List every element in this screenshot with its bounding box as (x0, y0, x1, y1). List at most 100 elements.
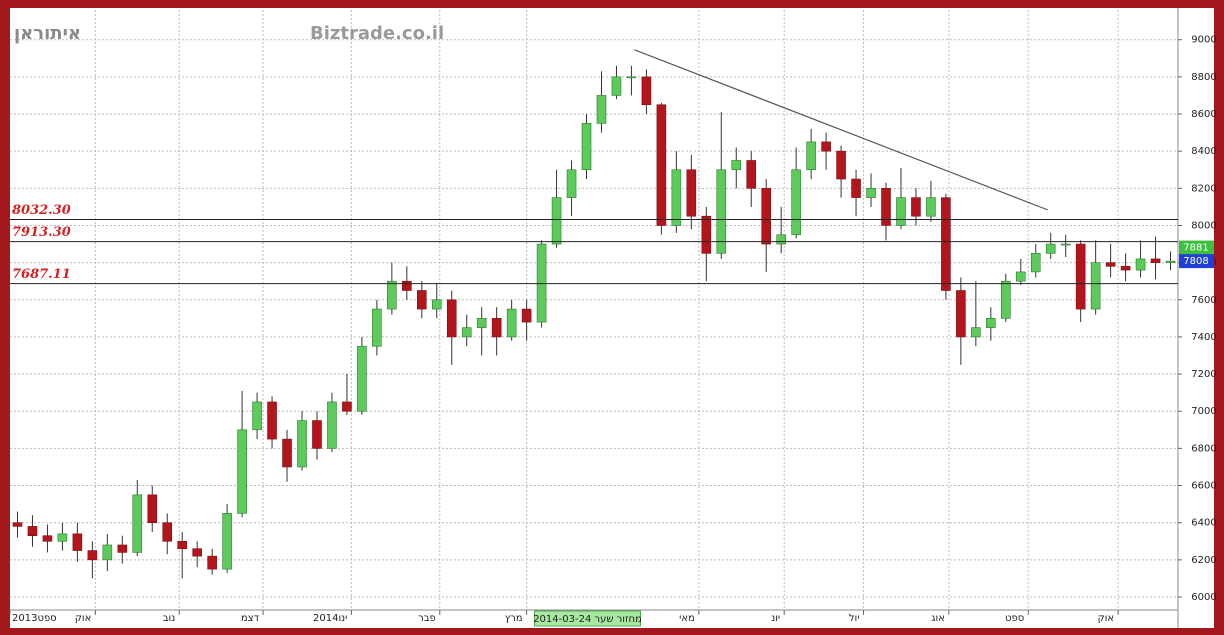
y-tick-label: 9000 (1191, 35, 1216, 46)
candle-body (641, 76, 652, 106)
y-tick-label: 6600 (1191, 481, 1216, 492)
candle-body (57, 533, 68, 542)
candle-body (1045, 243, 1056, 254)
candle-body (701, 215, 712, 254)
candle-body (446, 299, 457, 338)
candle-body (1075, 243, 1086, 310)
candle-body (836, 150, 846, 180)
candle-body (791, 169, 801, 236)
candle-body (881, 188, 891, 226)
candle-body (72, 533, 83, 551)
level-label: 7913.30 (12, 225, 71, 240)
x-tick-label: מרץ (505, 613, 523, 624)
x-tick-label: מאי (679, 613, 695, 624)
x-tick-label: יול (849, 613, 860, 624)
candle-body (117, 544, 128, 553)
y-tick-label: 6000 (1191, 592, 1216, 603)
x-tick-label: אוק (75, 613, 92, 624)
candle-body (237, 429, 247, 514)
price-marker (1179, 254, 1214, 269)
y-tick-label: 6400 (1191, 518, 1216, 529)
chart-background (10, 8, 1214, 628)
candle-body (1090, 262, 1101, 310)
candle-body (806, 141, 816, 171)
candle-body (521, 308, 532, 323)
candle-body (252, 401, 262, 431)
candle-body (102, 544, 113, 561)
candle-body (461, 327, 472, 338)
candle-body (357, 345, 367, 412)
cursor-label: 2014-03-24 מחזור שער (533, 614, 642, 625)
candle-body (506, 308, 517, 338)
candle-body (312, 420, 322, 449)
candle-body (746, 160, 757, 189)
y-tick-label: 6200 (1191, 555, 1216, 566)
y-tick-label: 7600 (1191, 295, 1216, 306)
x-tick-label: 2014ינו (313, 613, 347, 624)
candle-body (551, 197, 562, 245)
candle-body (956, 290, 966, 338)
candle-body (611, 76, 622, 96)
price-marker-label: 7808 (1183, 256, 1208, 267)
candle-body (207, 555, 217, 570)
candle-body (491, 318, 502, 338)
candle-body (1030, 253, 1041, 273)
x-tick-label: נוב (163, 613, 176, 624)
candle-body (851, 178, 861, 198)
candle-body (1001, 280, 1011, 319)
candle-body (132, 494, 143, 553)
candle-body (1060, 243, 1071, 246)
candle-body (716, 169, 727, 254)
watermark: Biztrade.co.il (310, 23, 444, 44)
candle-body (596, 95, 607, 124)
candle-body (566, 169, 577, 198)
y-tick-label: 8800 (1191, 72, 1216, 83)
trend-line (634, 49, 1048, 211)
candle-body (267, 401, 277, 440)
candle-body (162, 522, 173, 542)
candle-body (776, 234, 786, 245)
x-tick-label: דצמ (241, 613, 260, 624)
candle-body (971, 327, 981, 338)
x-tick-label: ספט (1005, 613, 1024, 624)
candle-body (941, 197, 951, 291)
candle-body (1135, 258, 1146, 271)
y-tick-label: 7400 (1191, 332, 1216, 343)
candle-body (417, 290, 427, 310)
candle-body (1015, 271, 1026, 282)
candle-body (342, 401, 352, 412)
candle-body (402, 280, 412, 291)
candle-body (986, 318, 996, 328)
candle-body (1165, 260, 1176, 263)
y-tick-label: 7000 (1191, 406, 1216, 417)
grid (10, 10, 1178, 610)
candle-body (12, 522, 23, 527)
candle-body (372, 308, 382, 347)
cursor-label-box (534, 610, 642, 627)
candle-body (282, 438, 292, 468)
candle-body (866, 188, 876, 198)
candle-body (536, 243, 547, 323)
level-label: 7687.11 (12, 267, 71, 282)
y-tick-label: 8200 (1191, 183, 1216, 194)
candle-body (222, 513, 232, 570)
candle-body (1150, 258, 1161, 263)
candle-body (87, 550, 98, 561)
candle-body (671, 169, 682, 226)
candle-body (581, 123, 592, 171)
candle-body (896, 197, 906, 226)
candle-body (761, 188, 771, 245)
price-marker (1179, 240, 1214, 255)
candle-body (686, 169, 697, 217)
y-tick-label: 8600 (1191, 109, 1216, 120)
candle-body (821, 141, 831, 152)
candle-body (387, 280, 397, 310)
candle-body (42, 535, 53, 542)
candle-body (1120, 266, 1131, 271)
candle-body (27, 526, 38, 536)
y-tick-label: 6800 (1191, 443, 1216, 454)
candle-body (926, 197, 936, 217)
candle-body (297, 420, 307, 468)
candle-body (192, 548, 202, 557)
